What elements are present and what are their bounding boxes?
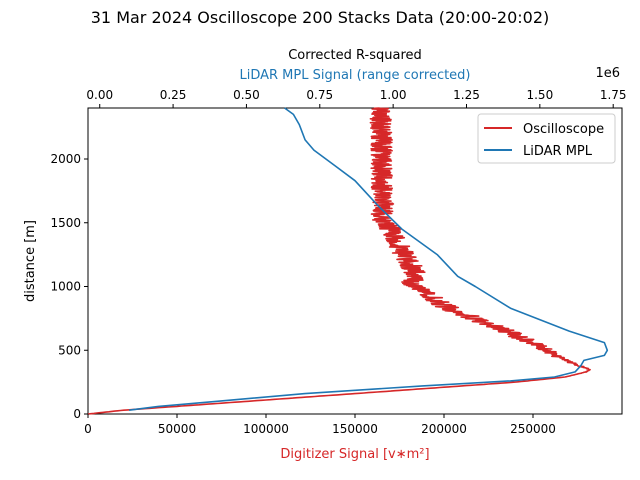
y-tick-label: 500 [58, 343, 81, 357]
top-tick-label: 1.75 [600, 88, 627, 102]
bottom-tick-label: 250000 [510, 422, 556, 436]
bottom-tick-label: 100000 [243, 422, 289, 436]
bottom-tick-label: 150000 [332, 422, 378, 436]
y-tick-label: 1500 [50, 216, 81, 230]
y-axis-label: distance [m] [23, 220, 38, 302]
top-tick-label: 1.00 [380, 88, 407, 102]
series-layer [87, 107, 609, 415]
y-tick-label: 1000 [50, 280, 81, 294]
y-axis-ticks: 0 500 1000 1500 2000 [50, 152, 88, 421]
top-tick-label: 0.75 [306, 88, 333, 102]
legend-label-oscilloscope: Oscilloscope [523, 122, 604, 137]
chart-title: 31 Mar 2024 Oscilloscope 200 Stacks Data… [91, 8, 550, 27]
bottom-tick-label: 200000 [421, 422, 467, 436]
legend-label-lidar: LiDAR MPL [523, 144, 593, 159]
series-line-lidar [128, 107, 609, 411]
top-tick-label: 1.25 [453, 88, 480, 102]
bottom-axis-label: Digitizer Signal [v∗m²] [280, 447, 429, 462]
bottom-axis-ticks: 0 50000 100000 150000 200000 250000 [84, 414, 556, 436]
top-axis-label: LiDAR MPL Signal (range corrected) [239, 68, 470, 83]
top-axis-ticks: 0.00 0.25 0.50 0.75 1.00 1.25 1.50 1.75 [86, 88, 627, 108]
top-tick-label: 1.50 [526, 88, 553, 102]
series-line-oscilloscope [87, 107, 591, 415]
bottom-tick-label: 50000 [158, 422, 196, 436]
top-tick-label: 0.50 [233, 88, 260, 102]
legend-box [477, 113, 616, 164]
y-tick-label: 0 [73, 407, 81, 421]
top-axis-title: Corrected R-squared [288, 48, 422, 63]
top-tick-label: 0.25 [160, 88, 187, 102]
bottom-tick-label: 0 [84, 422, 92, 436]
legend: Oscilloscope LiDAR MPL [477, 113, 616, 164]
top-axis-offset-text: 1e6 [595, 66, 620, 81]
top-tick-label: 0.00 [86, 88, 113, 102]
y-tick-label: 2000 [50, 152, 81, 166]
